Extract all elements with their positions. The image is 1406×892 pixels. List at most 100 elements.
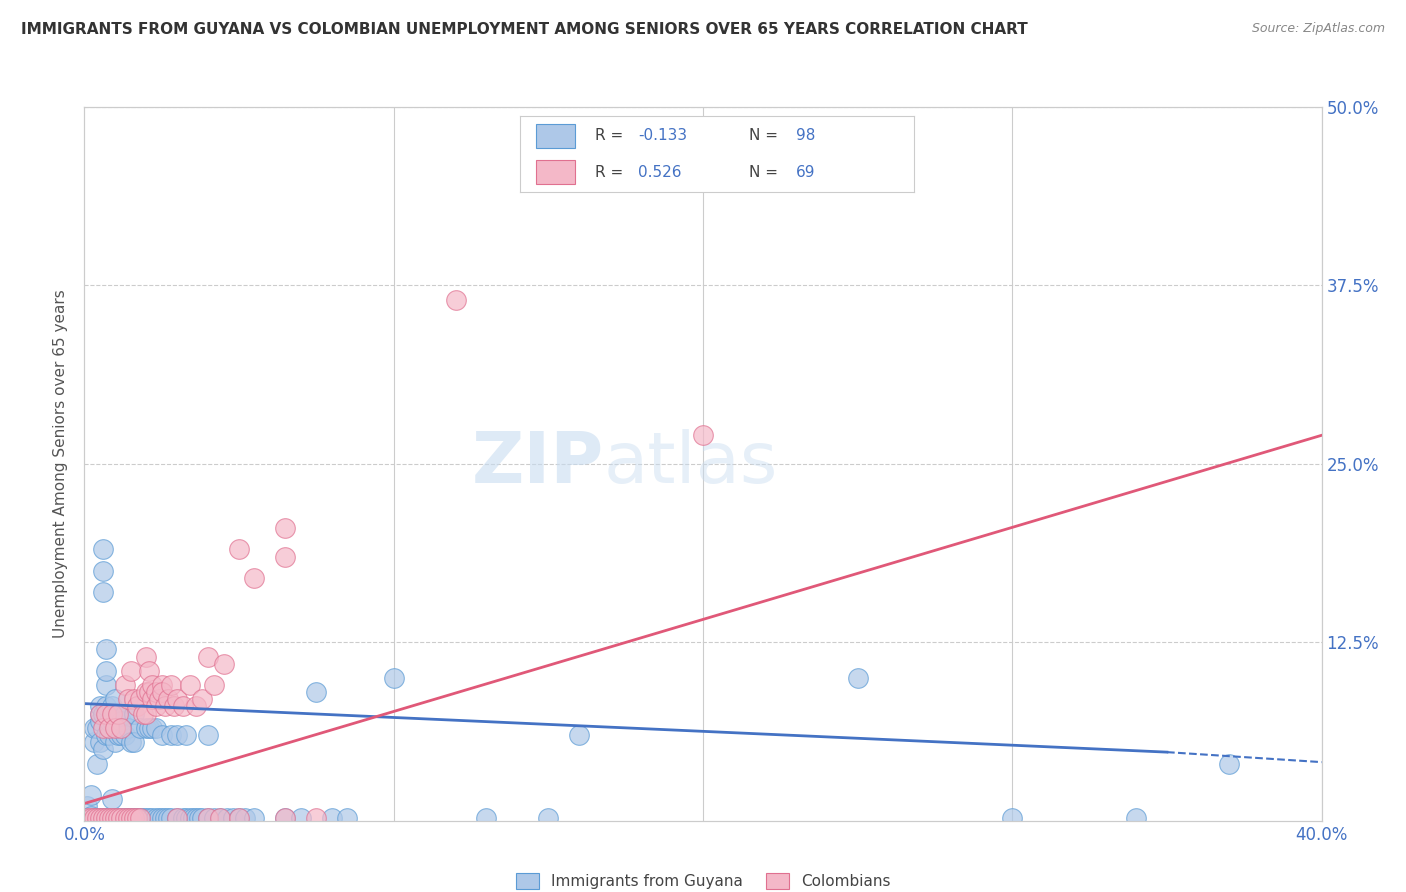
Text: R =: R = <box>595 164 628 179</box>
Bar <box>536 124 575 148</box>
Point <box>122 735 145 749</box>
Point <box>94 706 117 721</box>
Point <box>83 811 105 825</box>
Point <box>846 671 869 685</box>
Point <box>209 811 232 825</box>
Point <box>176 728 198 742</box>
Point <box>125 811 148 825</box>
Point <box>148 811 170 825</box>
Point <box>114 728 136 742</box>
Point <box>122 692 145 706</box>
Point <box>107 706 129 721</box>
Point <box>243 811 266 825</box>
Point <box>91 742 114 756</box>
Text: N =: N = <box>748 128 782 144</box>
Point <box>444 293 467 307</box>
Point <box>274 521 297 535</box>
Point <box>76 799 98 814</box>
Point <box>101 811 124 825</box>
Point <box>94 811 117 825</box>
Point <box>1125 811 1147 825</box>
Point <box>117 692 139 706</box>
Point <box>89 811 111 825</box>
Point <box>184 699 207 714</box>
Legend: Immigrants from Guyana, Colombians: Immigrants from Guyana, Colombians <box>509 867 897 892</box>
Text: atlas: atlas <box>605 429 779 499</box>
Point <box>91 542 114 557</box>
Point <box>197 649 219 664</box>
Point <box>86 811 108 825</box>
Point <box>101 714 124 728</box>
Point <box>110 811 132 825</box>
Point <box>156 811 179 825</box>
Point <box>98 811 121 825</box>
Point <box>138 811 160 825</box>
Point <box>568 728 591 742</box>
Point <box>129 811 152 825</box>
Point <box>321 811 343 825</box>
Point <box>141 678 163 692</box>
Point <box>243 571 266 585</box>
Point <box>94 699 117 714</box>
Point <box>122 811 145 825</box>
Point <box>76 811 98 825</box>
Point <box>148 692 170 706</box>
Point <box>107 811 129 825</box>
Point <box>94 811 117 825</box>
Point <box>94 642 117 657</box>
Point <box>125 699 148 714</box>
Point <box>91 721 114 735</box>
Point <box>290 811 312 825</box>
Point <box>179 678 201 692</box>
Point <box>141 811 163 825</box>
Point <box>166 728 188 742</box>
Point <box>305 811 328 825</box>
Text: 69: 69 <box>796 164 815 179</box>
Point <box>228 811 250 825</box>
Point <box>166 692 188 706</box>
Point <box>91 811 114 825</box>
Point <box>132 811 155 825</box>
Point <box>228 542 250 557</box>
Point <box>107 728 129 742</box>
Point <box>101 706 124 721</box>
Point <box>215 811 238 825</box>
Text: ZIP: ZIP <box>472 429 605 499</box>
Point <box>145 699 167 714</box>
Point <box>120 735 142 749</box>
Point <box>176 811 198 825</box>
Point <box>160 678 183 692</box>
Point <box>1218 756 1240 771</box>
Point <box>222 811 245 825</box>
Point <box>104 706 127 721</box>
Point <box>122 811 145 825</box>
Point <box>117 811 139 825</box>
Point <box>166 811 188 825</box>
Text: R =: R = <box>595 128 628 144</box>
Point <box>145 811 167 825</box>
Point <box>129 692 152 706</box>
Point <box>181 811 204 825</box>
Point <box>86 756 108 771</box>
Point <box>86 811 108 825</box>
Point <box>135 706 157 721</box>
Point <box>110 721 132 735</box>
Point <box>104 735 127 749</box>
Point <box>475 811 498 825</box>
Point <box>89 699 111 714</box>
Point <box>156 692 179 706</box>
Point <box>89 706 111 721</box>
Point <box>91 564 114 578</box>
Point <box>86 721 108 735</box>
Point <box>692 428 714 442</box>
Point <box>79 811 101 825</box>
Point <box>107 706 129 721</box>
Y-axis label: Unemployment Among Seniors over 65 years: Unemployment Among Seniors over 65 years <box>53 290 69 638</box>
Point <box>110 714 132 728</box>
Point <box>135 685 157 699</box>
Point <box>114 706 136 721</box>
Text: 98: 98 <box>796 128 815 144</box>
Point <box>153 811 176 825</box>
Point <box>91 585 114 599</box>
Point <box>98 714 121 728</box>
